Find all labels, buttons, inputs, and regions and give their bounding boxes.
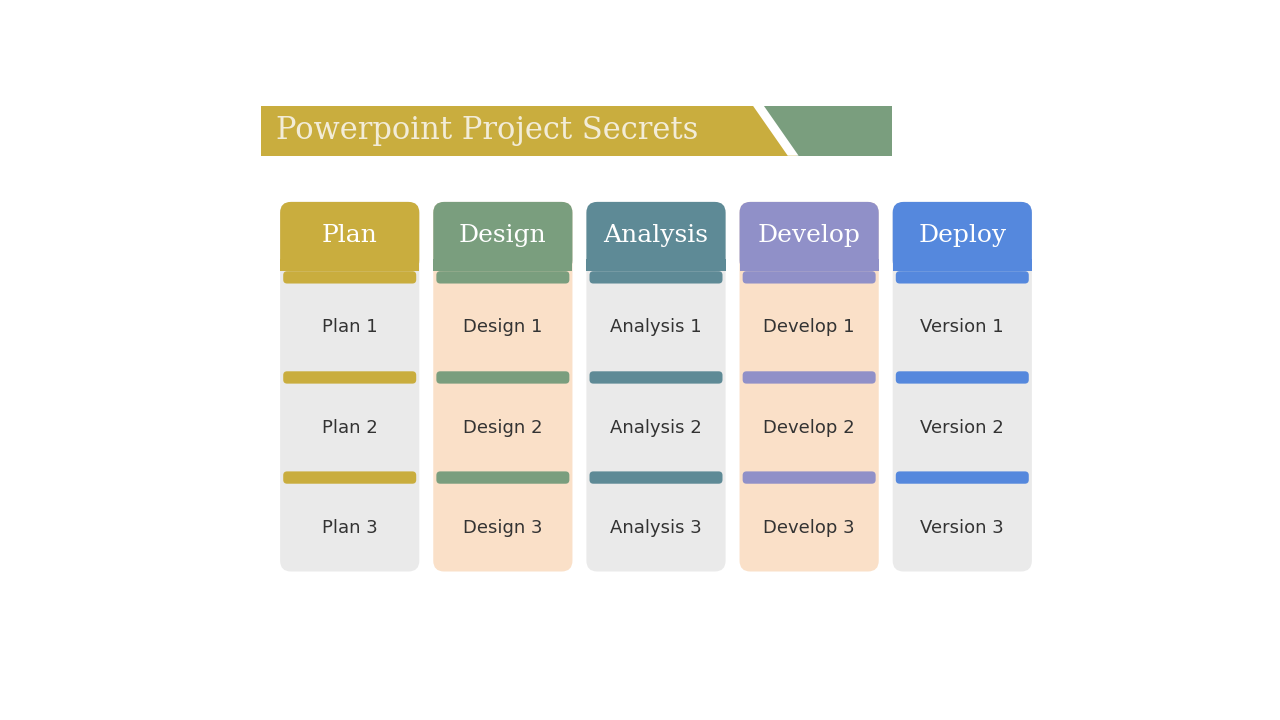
Text: Plan 1: Plan 1 — [321, 318, 378, 336]
Text: Analysis: Analysis — [603, 223, 709, 246]
FancyBboxPatch shape — [590, 271, 722, 284]
Text: Plan 2: Plan 2 — [321, 418, 378, 436]
FancyBboxPatch shape — [436, 472, 570, 484]
Text: Version 1: Version 1 — [920, 318, 1004, 336]
Text: Deploy: Deploy — [918, 223, 1006, 246]
FancyBboxPatch shape — [590, 472, 722, 484]
FancyBboxPatch shape — [433, 202, 572, 271]
Bar — [586, 259, 726, 271]
Text: Powerpoint Project Secrets: Powerpoint Project Secrets — [276, 115, 698, 146]
FancyBboxPatch shape — [740, 202, 879, 572]
Bar — [280, 259, 420, 271]
FancyBboxPatch shape — [283, 472, 416, 484]
Text: Analysis 1: Analysis 1 — [611, 318, 701, 336]
FancyBboxPatch shape — [742, 472, 876, 484]
FancyBboxPatch shape — [436, 372, 570, 384]
Bar — [261, 106, 827, 156]
Polygon shape — [753, 106, 799, 156]
FancyBboxPatch shape — [280, 202, 420, 572]
FancyBboxPatch shape — [896, 472, 1029, 484]
Text: Develop: Develop — [758, 223, 860, 246]
FancyBboxPatch shape — [740, 202, 879, 271]
FancyBboxPatch shape — [283, 372, 416, 384]
Text: Analysis 3: Analysis 3 — [611, 518, 701, 536]
Text: Plan 3: Plan 3 — [321, 518, 378, 536]
FancyBboxPatch shape — [586, 202, 726, 271]
FancyBboxPatch shape — [436, 271, 570, 284]
Polygon shape — [756, 106, 892, 156]
Text: Design 2: Design 2 — [463, 418, 543, 436]
FancyBboxPatch shape — [742, 271, 876, 284]
Text: Develop 3: Develop 3 — [763, 518, 855, 536]
Text: Design 1: Design 1 — [463, 318, 543, 336]
Bar — [433, 259, 572, 271]
Bar — [892, 259, 1032, 271]
Text: Develop 2: Develop 2 — [763, 418, 855, 436]
FancyBboxPatch shape — [283, 271, 416, 284]
FancyBboxPatch shape — [896, 271, 1029, 284]
FancyBboxPatch shape — [892, 202, 1032, 271]
Text: Develop 1: Develop 1 — [763, 318, 855, 336]
Text: Design: Design — [460, 223, 547, 246]
Bar — [740, 259, 879, 271]
FancyBboxPatch shape — [433, 202, 572, 572]
FancyBboxPatch shape — [892, 202, 1032, 572]
Text: Version 2: Version 2 — [920, 418, 1004, 436]
Text: Analysis 2: Analysis 2 — [611, 418, 701, 436]
Text: Design 3: Design 3 — [463, 518, 543, 536]
FancyBboxPatch shape — [586, 202, 726, 572]
Text: Version 3: Version 3 — [920, 518, 1004, 536]
FancyBboxPatch shape — [280, 202, 420, 271]
Text: Plan: Plan — [321, 223, 378, 246]
FancyBboxPatch shape — [896, 372, 1029, 384]
FancyBboxPatch shape — [590, 372, 722, 384]
FancyBboxPatch shape — [742, 372, 876, 384]
